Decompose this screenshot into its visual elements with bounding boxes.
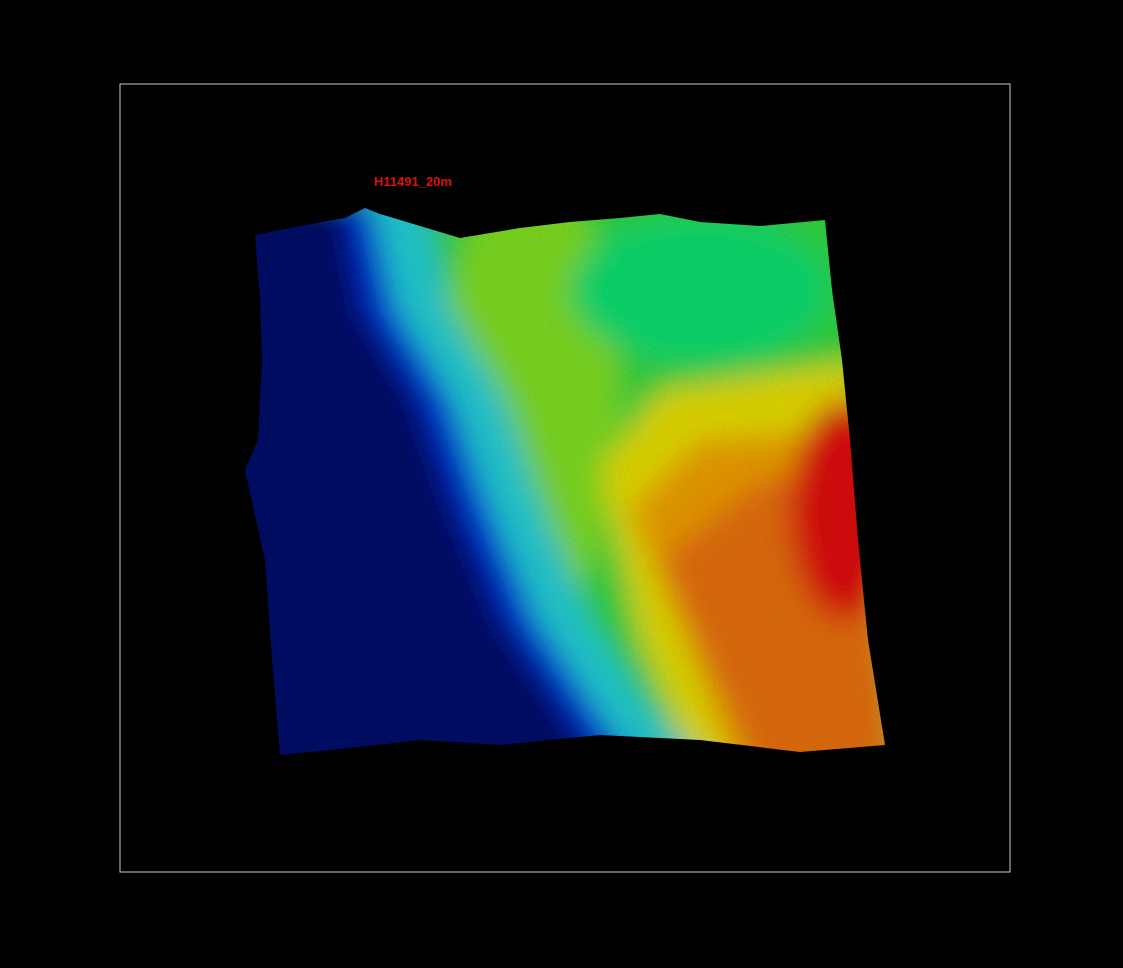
page: H11491_20m (() => { const data = JSON.pa… [0,0,1123,963]
viewer: H11491_20m [0,0,1123,963]
survey-label: H11491_20m [374,174,452,189]
bathymetry-surface [200,170,920,800]
